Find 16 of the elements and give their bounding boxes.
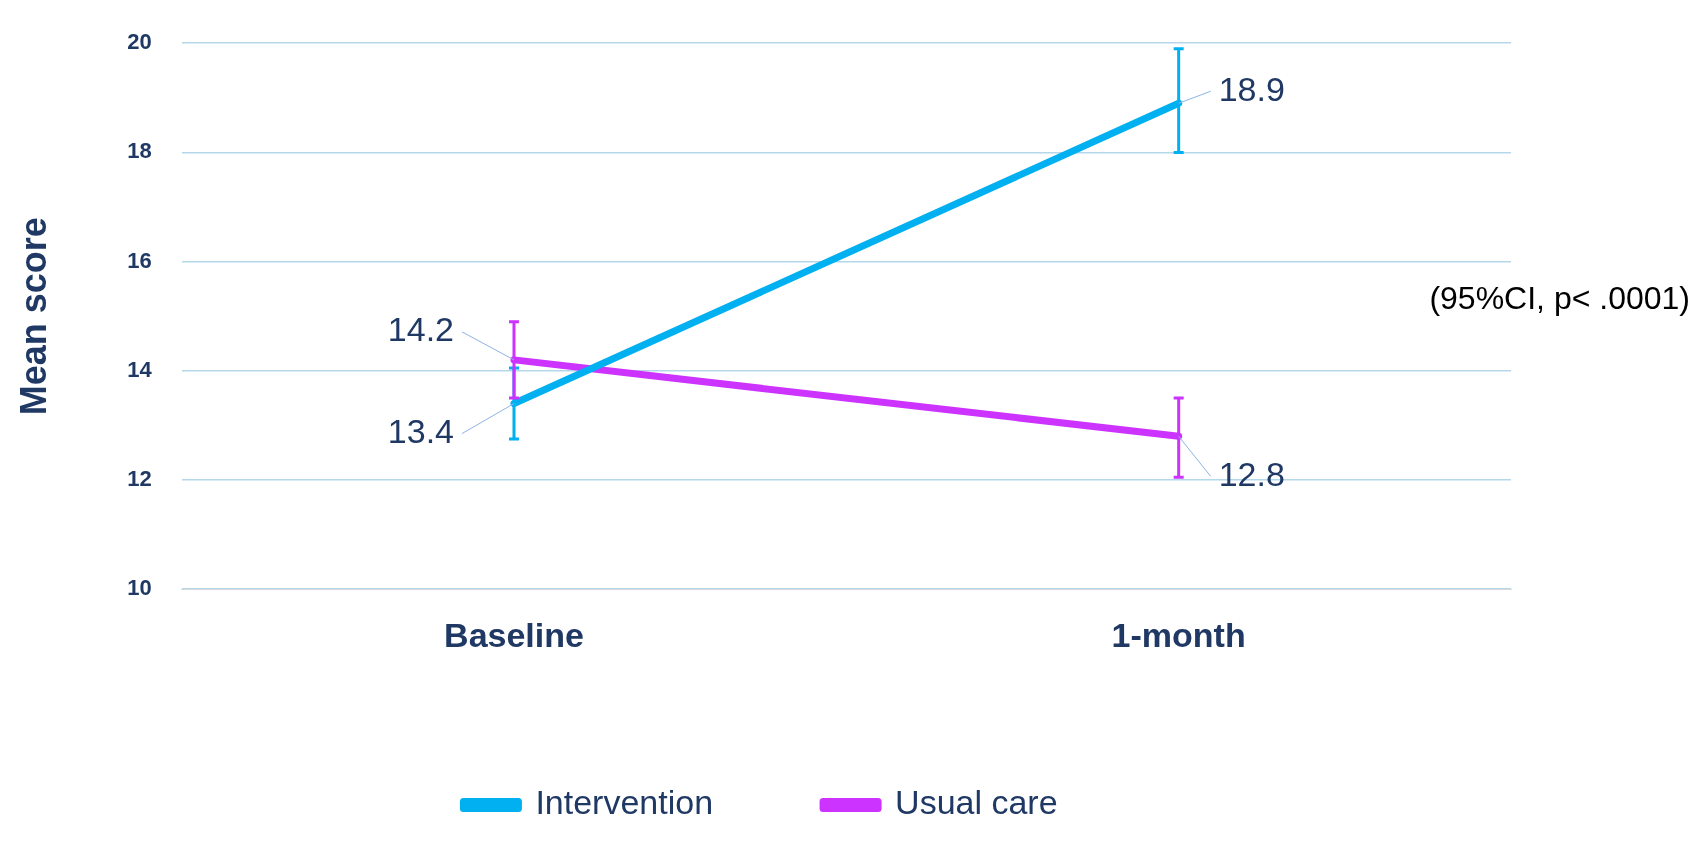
data-label: 13.4 — [387, 411, 454, 450]
x-tick-label: Baseline — [444, 615, 584, 654]
legend-label: Usual care — [895, 783, 1058, 822]
y-axis-title: Mean score — [12, 217, 54, 416]
y-tick-label: 18 — [127, 138, 152, 164]
data-label: 14.2 — [387, 310, 454, 349]
legend-label: Intervention — [535, 783, 714, 822]
y-tick-label: 10 — [127, 575, 152, 601]
y-tick-label: 20 — [127, 29, 152, 55]
y-tick-label: 12 — [127, 466, 152, 492]
data-label: 12.8 — [1218, 454, 1285, 493]
y-tick-label: 14 — [127, 356, 153, 382]
y-tick-label: 16 — [127, 247, 152, 273]
data-label: 18.9 — [1218, 69, 1285, 108]
annotation: (95%CI, p< .0001) — [1429, 279, 1690, 316]
x-tick-label: 1-month — [1111, 615, 1246, 654]
